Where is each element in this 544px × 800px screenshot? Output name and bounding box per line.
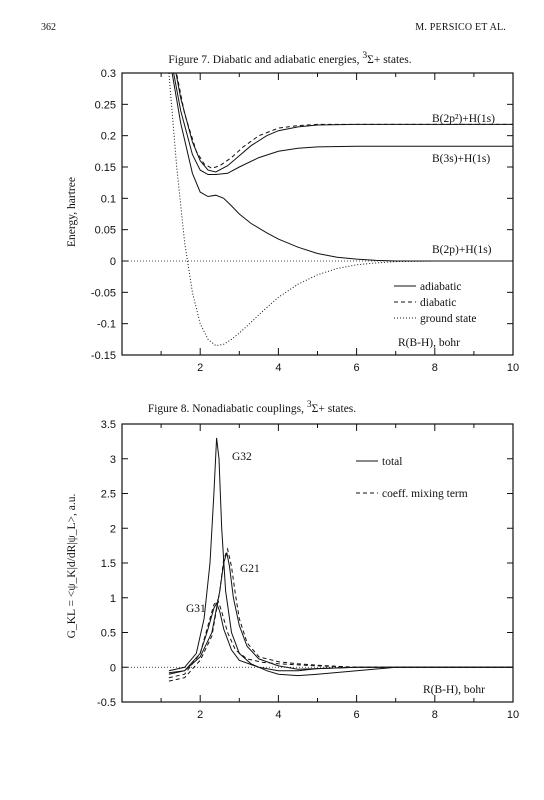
y-tick-label: 0.2 bbox=[101, 131, 116, 143]
x-tick-label: 10 bbox=[507, 709, 519, 721]
figure-7-ylabel: Energy, hartree bbox=[66, 177, 78, 247]
figure-8-xlabel: R(B-H), bohr bbox=[423, 684, 485, 696]
figure-8-caption: Figure 8. Nonadiabatic couplings, 3Σ+ st… bbox=[0, 399, 524, 415]
y-tick-label: 0.25 bbox=[95, 99, 116, 111]
figure-8-ylabel: G_KL = <ψ_K|d/dR|ψ_L>, a.u. bbox=[66, 494, 78, 639]
figure-7-caption-prefix: Figure 7. bbox=[168, 53, 210, 66]
page-number: 362 bbox=[41, 22, 56, 33]
y-tick-label: 0 bbox=[110, 256, 116, 268]
x-tick-label: 2 bbox=[197, 709, 203, 721]
x-tick-label: 8 bbox=[432, 362, 438, 374]
figure-7-chart: 0.3 0.25 0.2 0.15 0.1 0.05 0 -0.05 -0.1 -0.15 2 4 6 8… bbox=[91, 68, 519, 374]
legend-diabatic-label: diabatic bbox=[420, 297, 456, 309]
figure-8-label-g31: G31 bbox=[186, 603, 206, 615]
figure-8-label-g21: G21 bbox=[240, 563, 260, 575]
series-adiabatic-line bbox=[175, 73, 513, 173]
series-ground-state-line bbox=[168, 73, 513, 347]
figure-7-caption: Figure 7. Diabatic and adiabatic energie… bbox=[18, 50, 544, 66]
series-diabatic-line bbox=[176, 73, 513, 169]
y-tick-label: -0.15 bbox=[91, 350, 116, 362]
y-tick-label: -0.5 bbox=[97, 697, 116, 709]
figure-8-caption-prefix: Figure 8. bbox=[147, 402, 190, 415]
figure-7-caption-text: Diabatic and adiabatic energies, bbox=[212, 53, 360, 66]
x-tick-label: 6 bbox=[354, 709, 360, 721]
figure-7-caption-state: Σ+ bbox=[367, 53, 381, 66]
y-tick-label: -0.1 bbox=[97, 319, 116, 331]
legend-total-label: total bbox=[382, 456, 402, 468]
series-coeff-mixing-term-line bbox=[168, 598, 513, 679]
y-tick-label: -0.05 bbox=[91, 287, 116, 299]
x-tick-label: 4 bbox=[275, 709, 281, 721]
figure-7-legend: adiabatic diabatic ground state bbox=[394, 281, 477, 325]
figure-8-caption-suffix: states. bbox=[327, 402, 357, 415]
series-coeff-mixing-term-line bbox=[168, 547, 513, 682]
figure-8-caption-state: Σ+ bbox=[311, 402, 325, 415]
plot-frame bbox=[121, 423, 514, 703]
y-tick-label: 0.5 bbox=[101, 628, 116, 640]
figure-8-chart: 3.5 3 2.5 2 1.5 1 0.5 0 -0.5 2 4 6 8 10 bbox=[97, 419, 519, 721]
figure-8-caption-text: Nonadiabatic couplings, bbox=[192, 402, 304, 415]
series-total-line bbox=[168, 437, 513, 677]
y-tick-label: 0 bbox=[110, 662, 116, 674]
y-tick-label: 3.5 bbox=[101, 419, 116, 431]
figure-7-xlabel: R(B-H), bohr bbox=[398, 337, 460, 349]
y-tick-label: 2.5 bbox=[101, 489, 116, 501]
y-tick-label: 3 bbox=[110, 454, 116, 466]
figure-8-legend: total coeff. mixing term bbox=[356, 456, 468, 500]
figure-7-caption-suffix: states. bbox=[383, 53, 412, 66]
figure-8-label-g32: G32 bbox=[232, 451, 252, 463]
figure-7-label-b3s: B(3s)+H(1s) bbox=[432, 153, 490, 165]
figure-8-caption-sup: 3 bbox=[306, 399, 312, 410]
series-total-line bbox=[168, 602, 513, 674]
y-tick-label: 2 bbox=[110, 523, 116, 535]
y-tick-label: 0.3 bbox=[101, 68, 116, 80]
y-tick-label: 0.1 bbox=[101, 193, 116, 205]
legend-adiabatic-label: adiabatic bbox=[420, 281, 462, 293]
legend-mixing-label: coeff. mixing term bbox=[382, 488, 468, 500]
x-tick-label: 10 bbox=[507, 362, 519, 374]
series-adiabatic-line bbox=[171, 73, 513, 262]
x-tick-label: 4 bbox=[275, 362, 281, 374]
y-tick-label: 1.5 bbox=[101, 558, 116, 570]
x-tick-label: 6 bbox=[354, 362, 360, 374]
x-tick-label: 8 bbox=[432, 709, 438, 721]
series-adiabatic-line bbox=[173, 73, 513, 175]
x-tick-label: 2 bbox=[197, 362, 203, 374]
running-head: M. PERSICO ET AL. bbox=[415, 22, 506, 33]
y-tick-label: 1 bbox=[110, 593, 116, 605]
y-tick-label: 0.15 bbox=[95, 162, 116, 174]
figure-7-caption-sup: 3 bbox=[362, 50, 368, 61]
y-tick-label: 0.05 bbox=[95, 225, 116, 237]
figure-7-label-b2p2: B(2p²)+H(1s) bbox=[432, 113, 495, 125]
legend-ground-label: ground state bbox=[420, 313, 477, 325]
figure-7-label-b2p: B(2p)+H(1s) bbox=[432, 244, 492, 256]
